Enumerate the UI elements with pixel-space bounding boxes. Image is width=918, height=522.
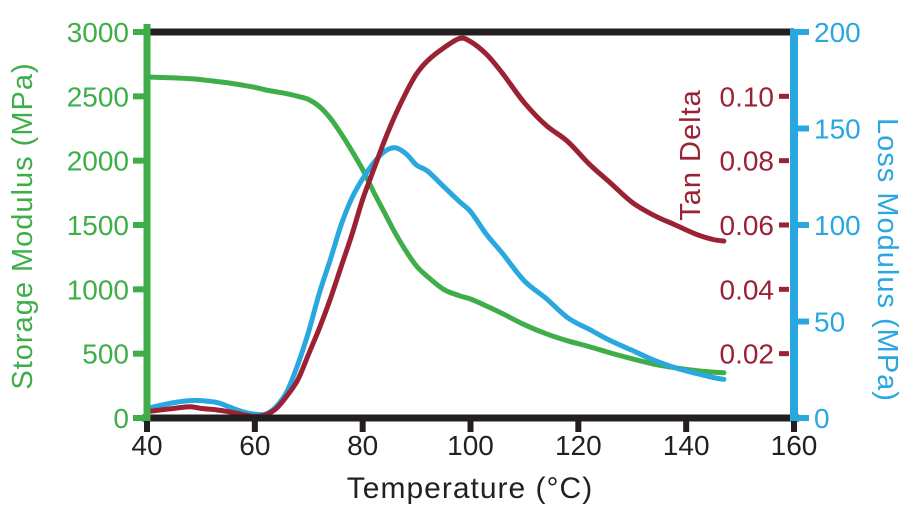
loss-tick-label: 50 — [814, 307, 845, 338]
storage-tick-label: 2000 — [67, 146, 129, 177]
loss-axis-title: Loss Modulus (MPa) — [871, 118, 903, 402]
curve-storage — [144, 74, 727, 376]
tan-delta-tick-label: 0.08 — [720, 146, 775, 177]
loss-tick-label: 150 — [814, 114, 861, 145]
storage-axis-title: Storage Modulus (MPa) — [7, 62, 39, 389]
storage-tick-label: 0 — [113, 403, 129, 434]
x-tick-label: 140 — [663, 430, 710, 461]
tan-delta-tick-label: 0.10 — [720, 81, 775, 112]
storage-tick-label: 500 — [82, 339, 129, 370]
storage-tick-label: 1000 — [67, 274, 129, 305]
tan-delta-tick-label: 0.06 — [720, 210, 775, 241]
x-tick-label: 100 — [447, 430, 494, 461]
x-axis-title: Temperature (°C) — [347, 472, 593, 505]
chart-generated-layer: 40 60 80 100 120 140 1600500100015002000250030… — [67, 17, 861, 461]
storage-tick-label: 1500 — [67, 210, 129, 241]
storage-tick-label: 2500 — [67, 81, 129, 112]
storage-tick-label: 3000 — [67, 17, 129, 48]
x-tick-label: 80 — [347, 430, 378, 461]
loss-tick-label: 200 — [814, 17, 861, 48]
loss-tick-label: 0 — [814, 403, 830, 434]
loss-tick-label: 100 — [814, 210, 861, 241]
x-tick-label: 120 — [555, 430, 602, 461]
tan-delta-axis-title: Tan Delta — [675, 89, 707, 221]
x-tick-label: 160 — [771, 430, 818, 461]
x-tick-label: 40 — [131, 430, 162, 461]
tan-delta-tick-label: 0.02 — [720, 339, 775, 370]
tan-delta-tick-label: 0.04 — [720, 274, 775, 305]
x-tick-label: 60 — [239, 430, 270, 461]
